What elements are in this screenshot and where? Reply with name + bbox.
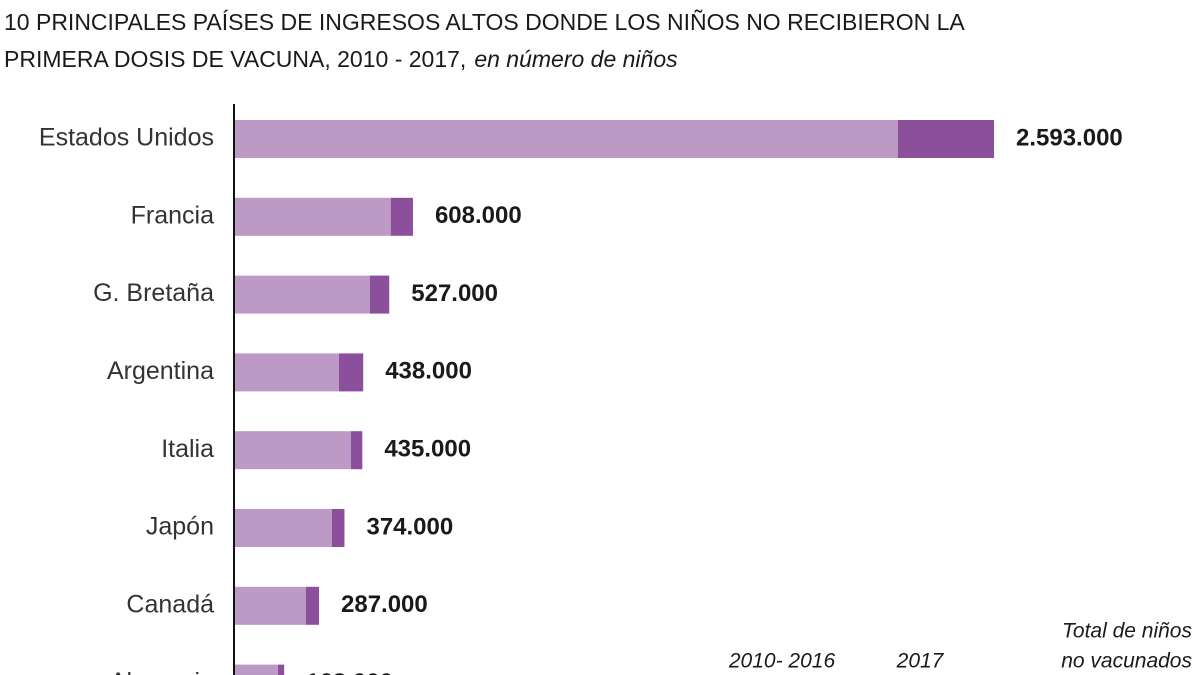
- bar-segment: [235, 664, 279, 675]
- category-label: Japón: [146, 513, 214, 541]
- value-label: 287.000: [341, 591, 428, 618]
- category-label: Francia: [131, 201, 214, 229]
- legend-label: no vacunados: [1061, 650, 1192, 673]
- category-label: G. Bretaña: [93, 279, 214, 307]
- bar-segment: [897, 120, 994, 158]
- legend-label: 2010- 2016: [728, 650, 836, 673]
- chart-title: PRIMERA DOSIS DE VACUNA, 2010 - 2017, en …: [4, 46, 678, 72]
- chart-title: 10 PRINCIPALES PAÍSES DE INGRESOS ALTOS …: [4, 9, 965, 35]
- bar-segment: [235, 197, 391, 236]
- bar-segment: [235, 586, 306, 625]
- bar-segment: [235, 120, 898, 158]
- bar-segment: [338, 353, 364, 392]
- category-label: Estados Unidos: [39, 124, 214, 152]
- bar-segment: [235, 353, 339, 392]
- bar-segment: [369, 275, 390, 314]
- category-label: Italia: [161, 435, 214, 463]
- bar-segment: [331, 509, 345, 547]
- bar-segment: [305, 586, 320, 625]
- value-label: 435.000: [384, 436, 471, 463]
- bar-segment: [235, 275, 370, 314]
- category-label: Alemania: [110, 668, 214, 675]
- chart-subtitle: en número de niños: [474, 46, 678, 72]
- value-label: 438.000: [385, 358, 472, 385]
- value-label: 527.000: [411, 280, 498, 307]
- value-label: 374.000: [366, 513, 453, 540]
- bar-segment: [235, 431, 351, 470]
- bar-segment: [235, 509, 332, 547]
- category-label: Argentina: [107, 357, 214, 385]
- value-label: 2.593.000: [1016, 124, 1123, 151]
- value-label: 608.000: [435, 202, 522, 229]
- value-label: 168.000: [306, 669, 393, 675]
- legend-label: 2017: [896, 650, 945, 673]
- bar-segment: [350, 431, 363, 470]
- chart-title: PRIMERA DOSIS DE VACUNA, 2010 - 2017,: [4, 46, 466, 72]
- category-label: Canadá: [126, 590, 214, 618]
- bar-segment: [390, 197, 413, 236]
- legend-label: Total de niños: [1062, 620, 1192, 643]
- bar-segment: [278, 664, 285, 675]
